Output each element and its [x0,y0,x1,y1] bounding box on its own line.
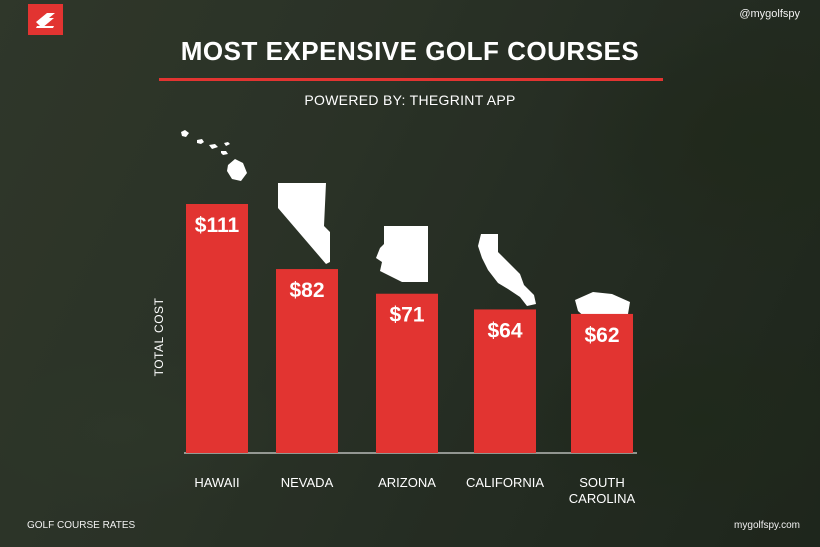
footer-caption: GOLF COURSE RATES [27,520,136,531]
chart-subtitle: POWERED BY: THEGRINT APP [304,92,516,108]
x-tick-label: SOUTH CAROLINA [569,475,636,506]
data-label: $111 [195,214,240,237]
x-tick-label: NEVADA [281,475,334,490]
x-tick-label: CALIFORNIA [466,475,544,490]
data-label: $62 [584,324,619,347]
arizona-map-icon [376,226,428,282]
california-map-icon [478,234,536,306]
x-tick-label: HAWAII [194,475,239,490]
bar-california [474,309,536,453]
hawaii-map-icon [181,130,247,181]
x-tick-label: ARIZONA [378,475,436,490]
footer-site-link[interactable]: mygolfspy.com [734,520,800,531]
social-handle: @mygolfspy [739,8,800,20]
data-label: $71 [389,304,424,327]
mygolfspy-logo[interactable] [28,4,63,35]
bar-nevada [276,269,338,453]
nevada-map-icon [278,183,330,264]
bar-hawaii [186,204,248,453]
data-label: $82 [289,279,324,302]
y-axis-label: TOTAL COST [152,297,166,376]
logo-icon [35,12,55,28]
title-underline [159,78,663,81]
bar-south-carolina [571,313,633,453]
data-label: $64 [487,319,522,342]
chart-title: MOST EXPENSIVE GOLF COURSES [180,36,640,66]
bar-arizona [376,293,438,453]
